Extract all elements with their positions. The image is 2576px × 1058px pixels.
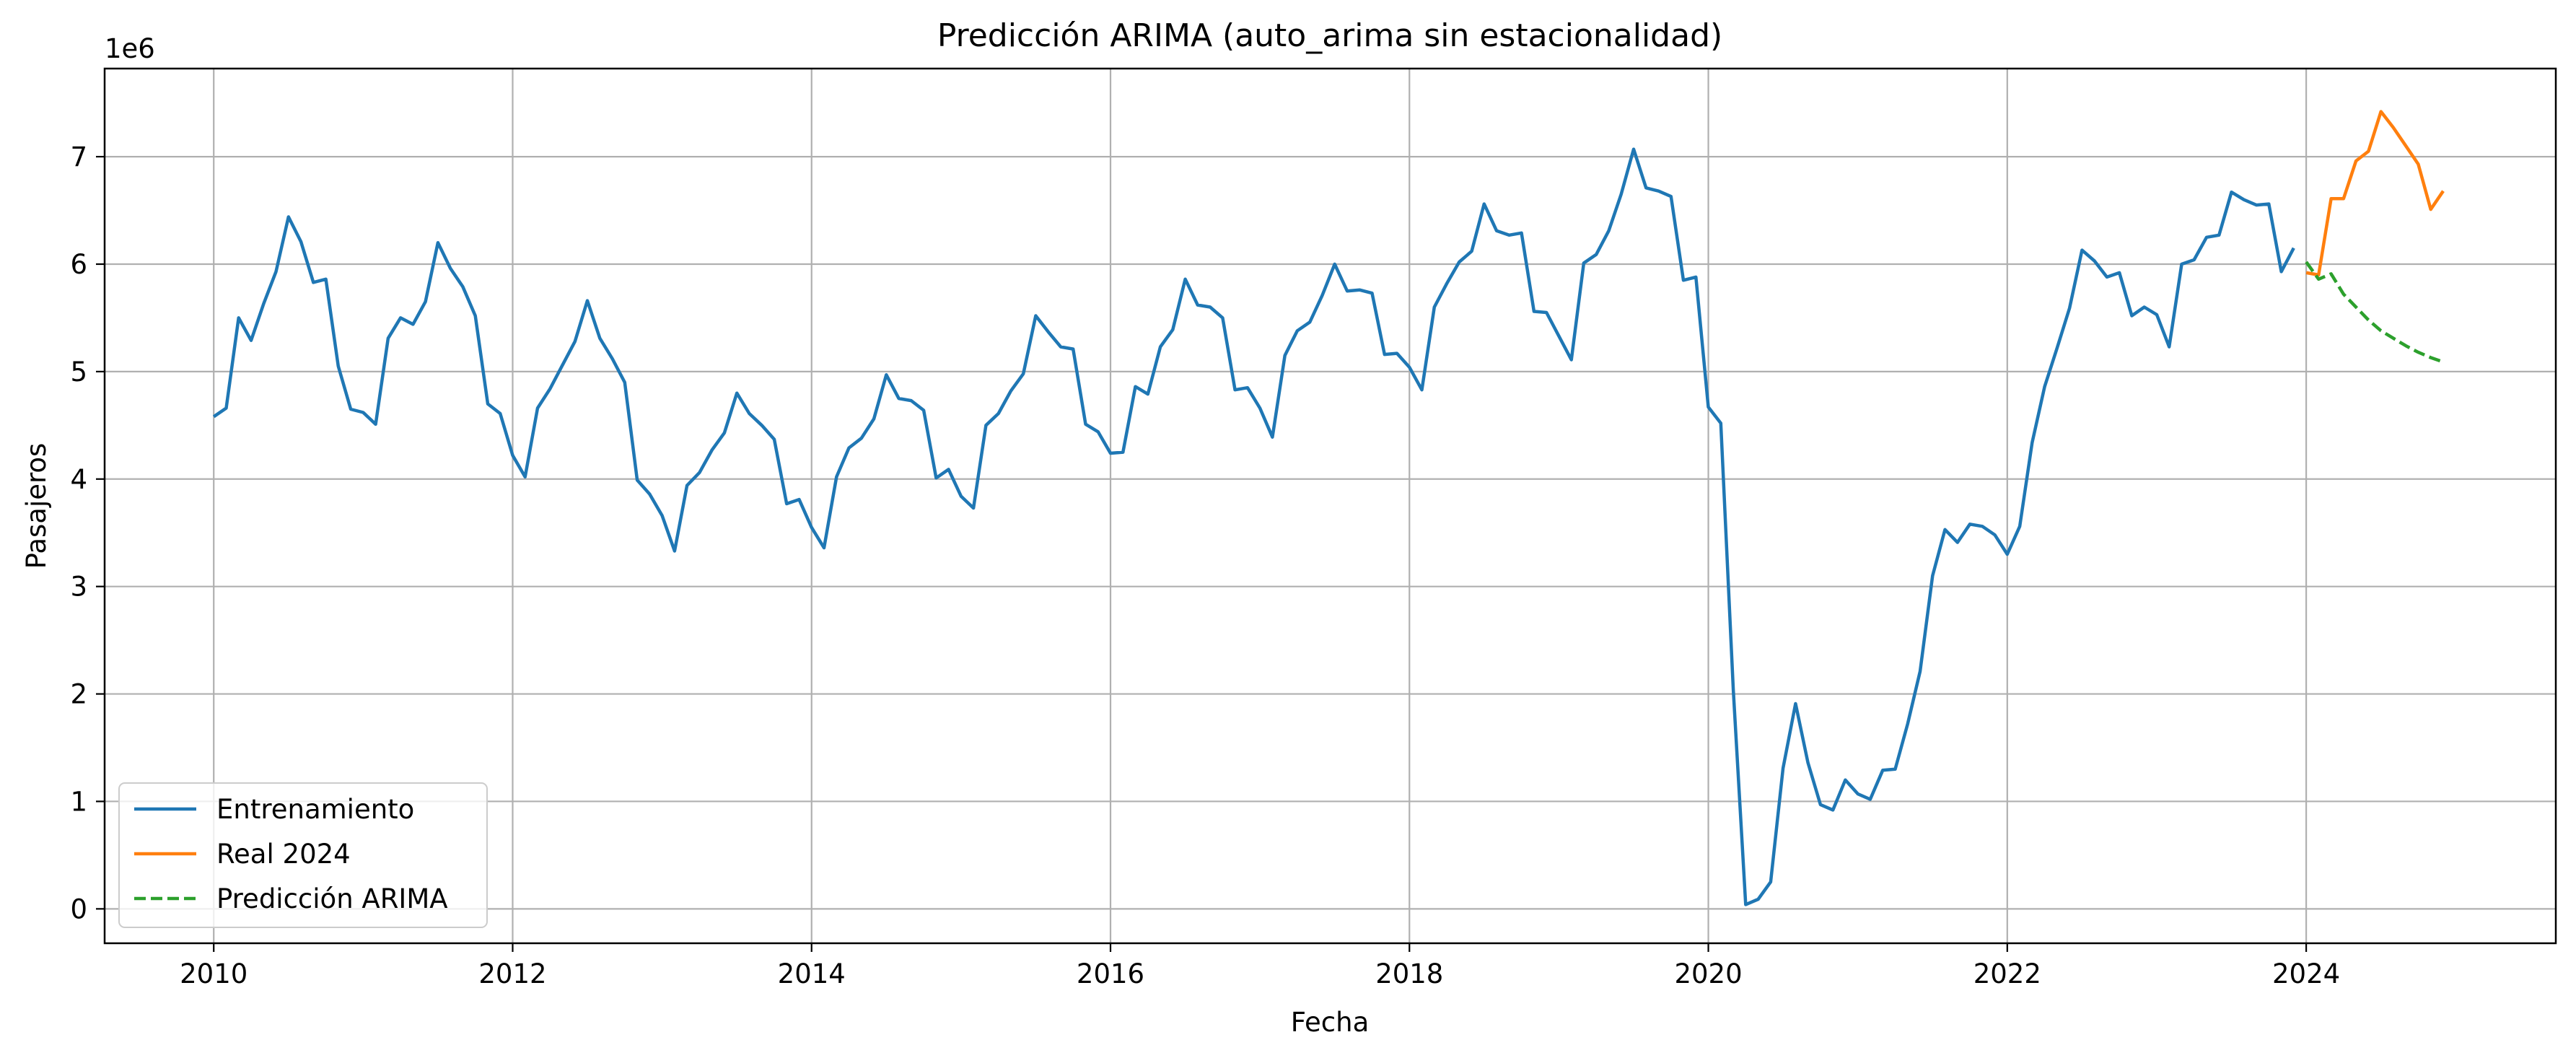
plot-area-frame: [103, 67, 2557, 945]
legend: Entrenamiento Real 2024 Predicción ARIMA: [118, 782, 488, 928]
y-axis-label: Pasajeros: [21, 443, 52, 569]
y-tick-label: 0: [70, 893, 87, 924]
x-axis-ticks: 2010 2012 2014 2016 2018 2020 2022 2024: [180, 943, 2340, 989]
legend-label-real-2024: Real 2024: [216, 839, 351, 870]
series-line-real-2024: [2305, 110, 2445, 277]
y-tick-label: 3: [70, 572, 87, 603]
legend-label-prediccion-arima: Predicción ARIMA: [216, 883, 448, 914]
x-tick-label: 2016: [1077, 958, 1144, 989]
grid: [105, 69, 2556, 943]
legend-label-entrenamiento: Entrenamiento: [216, 794, 414, 825]
y-axis-offset-label: 1e6: [105, 33, 155, 64]
y-tick-label: 7: [70, 141, 87, 172]
series-lines: [212, 110, 2445, 906]
chart-title: Predicción ARIMA (auto_arima sin estacio…: [937, 17, 1722, 54]
x-tick-label: 2022: [1973, 958, 2041, 989]
y-tick-label: 5: [70, 357, 87, 388]
x-axis-label: Fecha: [1291, 1007, 1370, 1038]
x-tick-label: 2012: [478, 958, 546, 989]
y-tick-label: 6: [70, 249, 87, 280]
y-axis-ticks: 0 1 2 3 4 5 6 7: [70, 141, 105, 924]
x-tick-label: 2010: [180, 958, 247, 989]
series-line-entrenamiento: [212, 147, 2295, 906]
x-tick-label: 2024: [2272, 958, 2340, 989]
x-tick-label: 2020: [1674, 958, 1742, 989]
y-tick-label: 1: [70, 786, 87, 817]
series-line-predicci-n-arima: [2305, 261, 2444, 364]
legend-box: [118, 782, 488, 928]
y-tick-label: 2: [70, 679, 87, 710]
y-tick-label: 4: [70, 464, 87, 495]
x-tick-label: 2014: [778, 958, 846, 989]
x-tick-label: 2018: [1375, 958, 1443, 989]
